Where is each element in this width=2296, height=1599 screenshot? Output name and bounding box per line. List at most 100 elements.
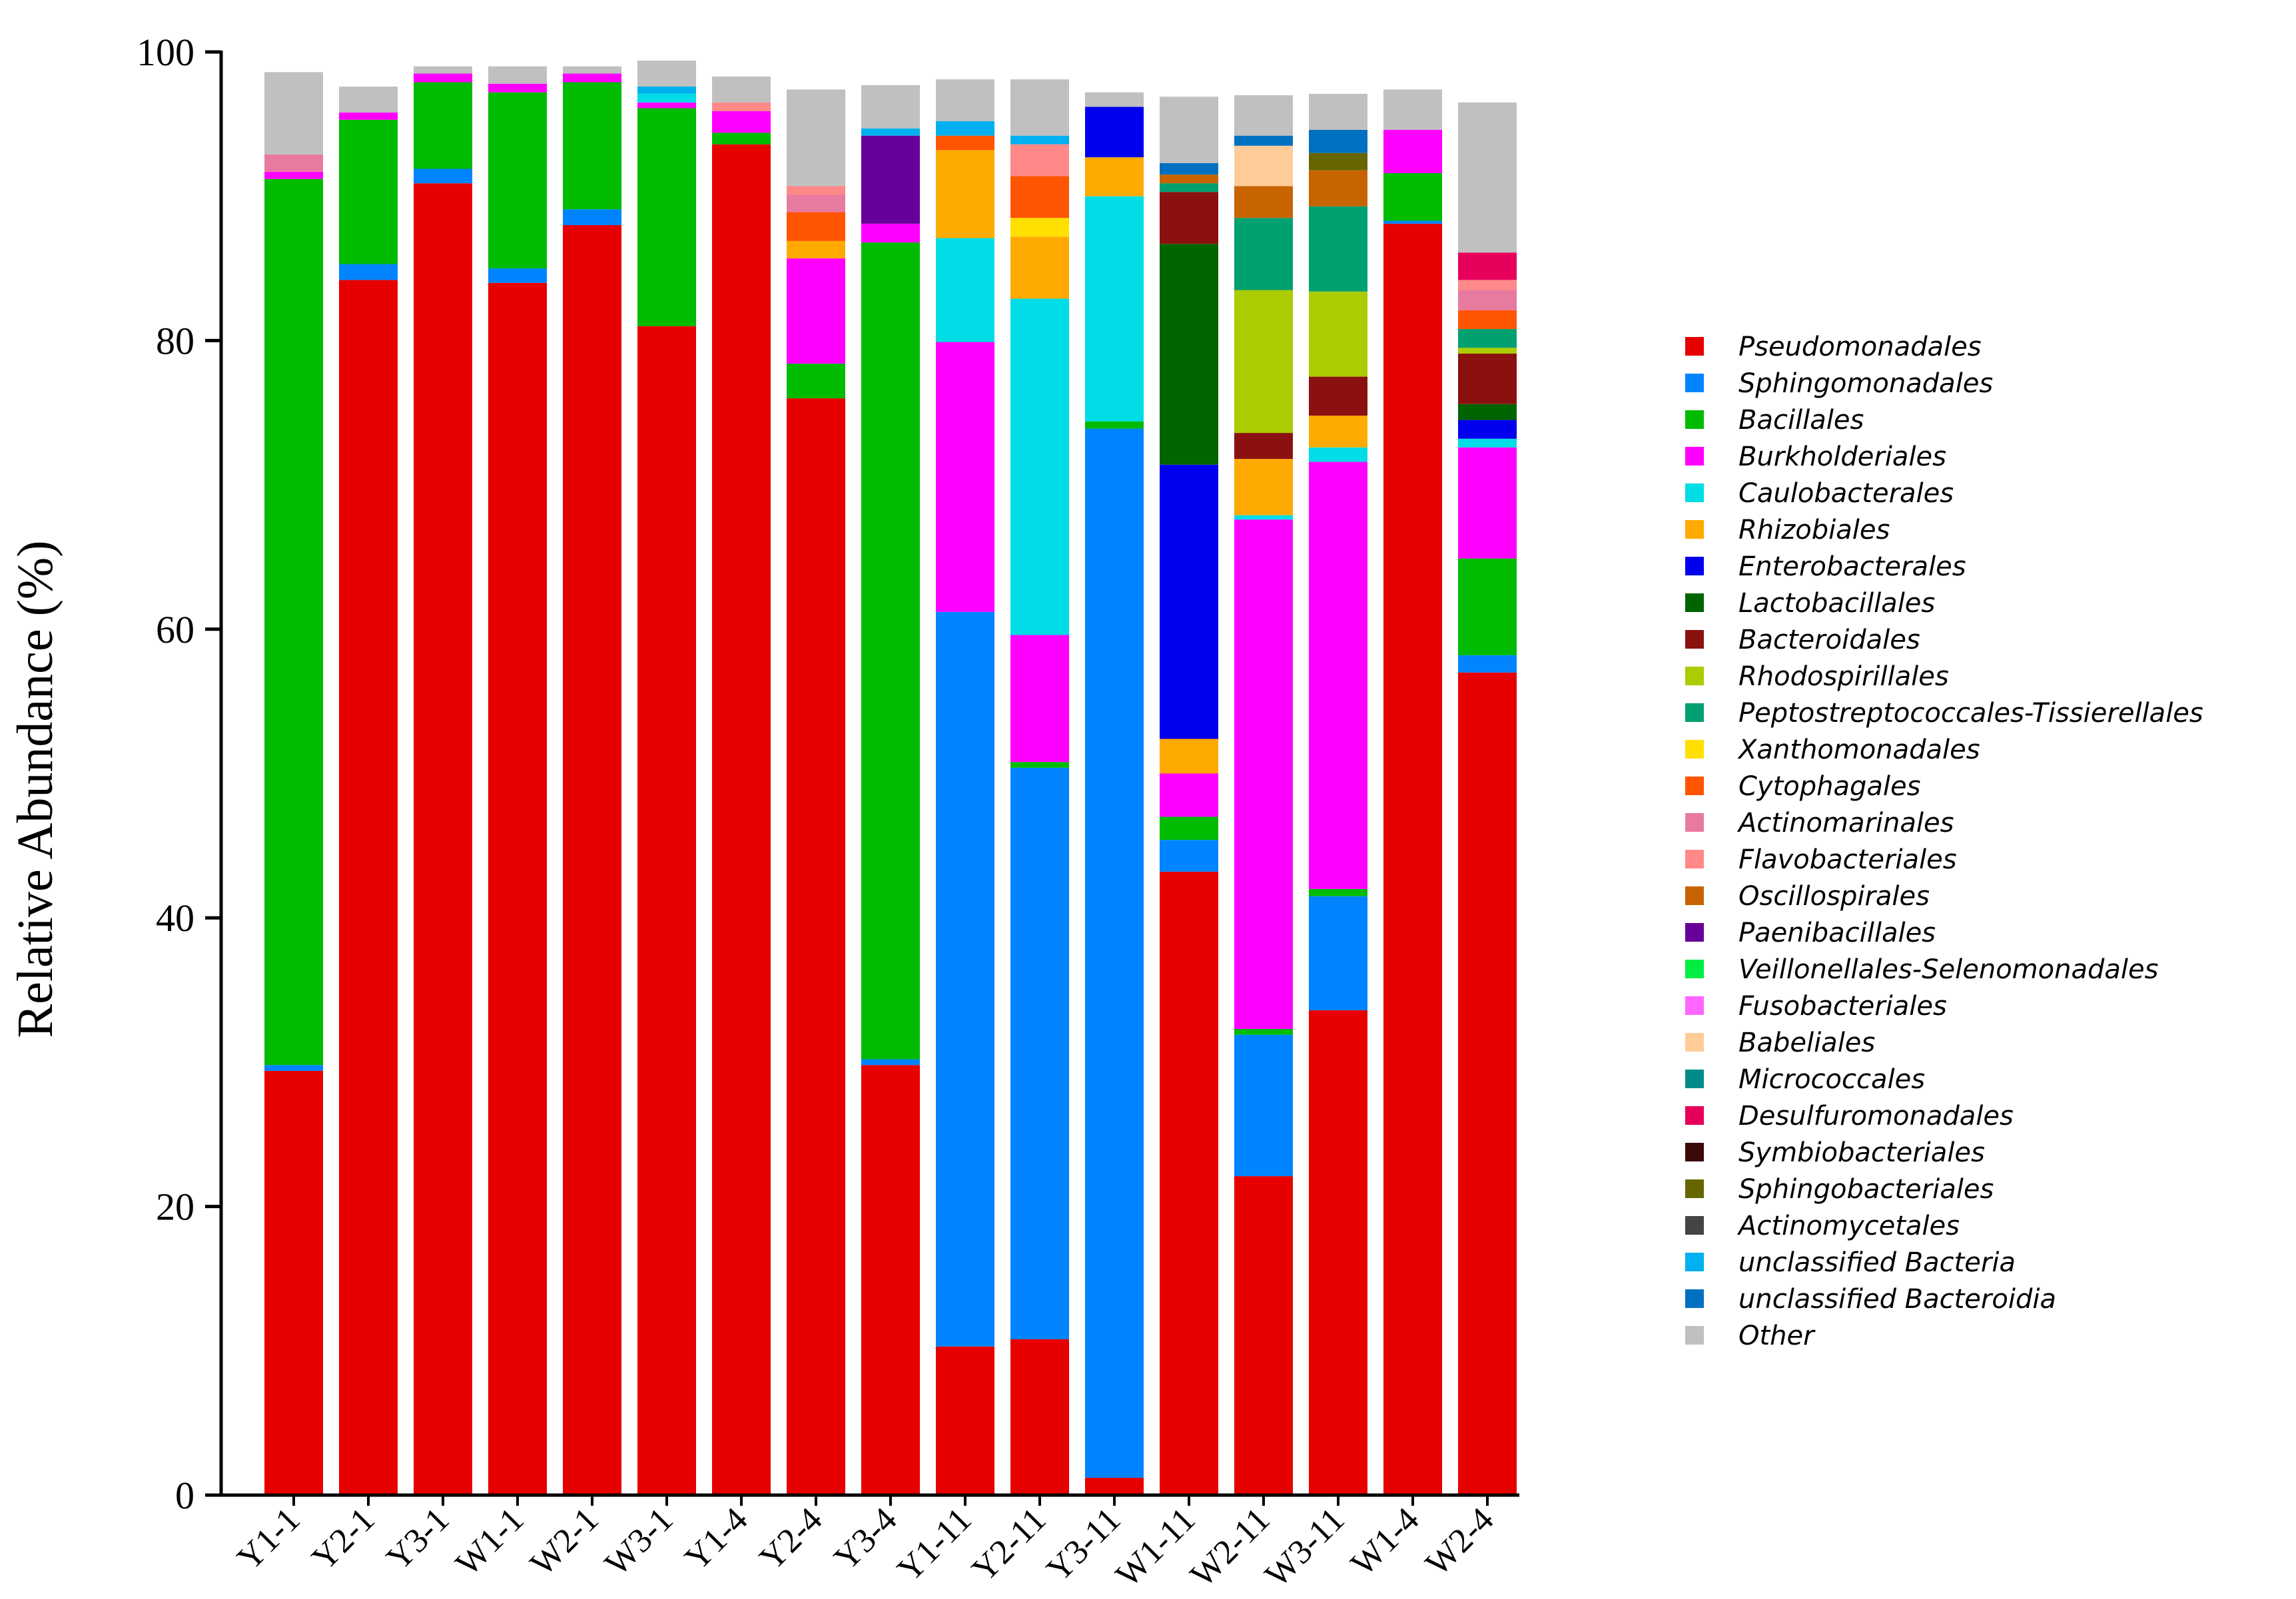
bar-segment-Y2-4-5	[787, 240, 845, 258]
bar-segment-Y1-11-3	[936, 342, 994, 612]
x-tick-label-Y3-1: Y3-1	[380, 1500, 457, 1578]
x-tick-label-W2-11: W2-11	[1183, 1500, 1277, 1594]
legend-item-19: Babeliales	[1685, 1028, 1875, 1058]
legend-label-3: Burkholderiales	[1738, 442, 1946, 472]
legend-item-15: Oscillospirales	[1685, 881, 1930, 912]
bar-segment-Y2-11-27	[1010, 79, 1069, 136]
bar-segment-Y2-1-1	[339, 264, 398, 280]
bar-segment-W1-1-2	[488, 92, 547, 269]
bar-Y3-1	[414, 66, 472, 1495]
bar-segment-W3-1-0	[637, 326, 696, 1496]
legend-label-17: Veillonellales-Selenomonadales	[1738, 954, 2158, 985]
y-tick-label-60: 60	[156, 608, 194, 651]
x-tick-label-Y1-4: Y1-4	[678, 1500, 755, 1578]
legend-label-23: Sphingobacteriales	[1738, 1174, 1994, 1205]
legend-item-22: Symbiobacteriales	[1685, 1137, 1985, 1168]
legend-label-18: Fusobacteriales	[1738, 991, 1947, 1022]
bar-segment-W1-4-27	[1383, 89, 1442, 131]
bar-segment-W1-11-1	[1160, 840, 1218, 872]
x-tick-label-W1-1: W1-1	[448, 1500, 531, 1583]
bar-segment-Y2-11-3	[1010, 635, 1069, 763]
legend-item-25: unclassified Bacteria	[1685, 1247, 2016, 1278]
legend-swatch-2	[1685, 410, 1704, 429]
bar-segment-Y3-11-2	[1085, 421, 1144, 429]
y-tick-label-0: 0	[175, 1474, 194, 1517]
bar-segment-W1-4-3	[1383, 130, 1442, 174]
bar-segment-W2-11-5	[1234, 459, 1293, 515]
bar-segment-W1-11-27	[1160, 97, 1218, 163]
x-tick-label-Y2-4: Y2-4	[753, 1500, 830, 1578]
legend-label-14: Flavobacteriales	[1738, 844, 1957, 875]
bar-segment-W2-4-0	[1458, 672, 1517, 1495]
bar-segment-Y2-11-1	[1010, 767, 1069, 1339]
bar-segment-Y2-11-4	[1010, 298, 1069, 635]
bar-segment-W1-11-26	[1160, 162, 1218, 175]
bar-segment-Y2-11-14	[1010, 144, 1069, 176]
bar-segment-W2-4-3	[1458, 447, 1517, 559]
bar-W1-4	[1383, 89, 1442, 1495]
bar-segment-W2-1-0	[563, 225, 621, 1495]
bar-segment-Y3-4-25	[861, 128, 920, 136]
bar-Y1-11	[936, 79, 994, 1495]
bar-W2-4	[1458, 102, 1517, 1495]
bar-segment-W2-1-27	[563, 66, 621, 74]
legend-swatch-15	[1685, 886, 1704, 905]
bar-segment-Y1-11-12	[936, 135, 994, 151]
legend: Pseudomonadales Sphingomonadales Bacillale…	[1685, 332, 2203, 1351]
bar-segment-Y1-11-5	[936, 150, 994, 238]
legend-swatch-25	[1685, 1253, 1704, 1271]
bar-segment-Y2-1-0	[339, 280, 398, 1495]
bar-Y1-1	[264, 72, 323, 1495]
bar-W3-11	[1309, 93, 1367, 1495]
bar-segment-Y1-11-25	[936, 121, 994, 136]
legend-label-5: Rhizobiales	[1738, 515, 1890, 545]
bar-segment-W1-1-27	[488, 66, 547, 84]
x-tick-label-W1-11: W1-11	[1108, 1500, 1202, 1594]
bar-segment-W3-1-2	[637, 108, 696, 326]
legend-swatch-27	[1685, 1326, 1704, 1345]
legend-label-2: Bacillales	[1738, 405, 1864, 436]
bar-W1-11	[1160, 97, 1218, 1495]
legend-item-7: Lactobacillales	[1685, 588, 1935, 619]
bar-segment-W1-4-1	[1383, 220, 1442, 224]
legend-label-22: Symbiobacteriales	[1738, 1137, 1985, 1168]
x-tick-label-W1-4: W1-4	[1343, 1500, 1426, 1583]
x-tick-label-Y1-1: Y1-1	[230, 1500, 308, 1578]
bar-segment-Y1-1-0	[264, 1070, 323, 1495]
bar-segment-W3-11-2	[1309, 888, 1367, 896]
legend-item-20: Micrococcales	[1685, 1064, 1925, 1095]
bar-segment-W3-11-23	[1309, 153, 1367, 170]
bar-segment-Y2-4-12	[787, 212, 845, 241]
legend-swatch-9	[1685, 667, 1704, 685]
x-axis-labels: Y1-1Y2-1Y3-1W1-1W2-1W3-1Y1-4Y2-4Y3-4Y1-1…	[221, 1493, 1519, 1594]
bar-segment-W1-1-0	[488, 282, 547, 1496]
legend-label-21: Desulfuromonadales	[1738, 1101, 2014, 1131]
legend-item-17: Veillonellales-Selenomonadales	[1685, 954, 2158, 985]
legend-item-11: Xanthomonadales	[1685, 735, 1980, 765]
bar-segment-W3-1-27	[637, 61, 696, 87]
y-axis: 0 20 40 60 80 100	[137, 31, 223, 1517]
legend-swatch-21	[1685, 1106, 1704, 1125]
bar-segment-W2-11-26	[1234, 135, 1293, 146]
legend-item-16: Paenibacillales	[1685, 918, 1936, 948]
legend-label-9: Rhodospirillales	[1738, 661, 1949, 692]
bar-segment-W3-11-9	[1309, 291, 1367, 377]
bar-segment-W2-11-8	[1234, 433, 1293, 460]
bar-segment-Y3-4-1	[861, 1059, 920, 1066]
legend-swatch-12	[1685, 777, 1704, 795]
legend-swatch-5	[1685, 520, 1704, 539]
y-axis-label: Relative Abundance (%)	[7, 540, 63, 1038]
bar-segment-W2-4-7	[1458, 404, 1517, 420]
legend-label-13: Actinomarinales	[1736, 808, 1954, 838]
bar-segment-W2-1-2	[563, 82, 621, 210]
y-tick-label-20: 20	[156, 1185, 194, 1229]
legend-item-12: Cytophagales	[1685, 771, 1920, 802]
bar-segment-W2-11-3	[1234, 519, 1293, 1030]
legend-label-27: Other	[1738, 1321, 1816, 1351]
legend-label-1: Sphingomonadales	[1738, 368, 1993, 399]
y-tick-label-80: 80	[156, 319, 194, 362]
legend-swatch-18	[1685, 996, 1704, 1015]
legend-swatch-24	[1685, 1216, 1704, 1235]
legend-label-12: Cytophagales	[1738, 771, 1920, 802]
bar-segment-W3-11-0	[1309, 1010, 1367, 1495]
